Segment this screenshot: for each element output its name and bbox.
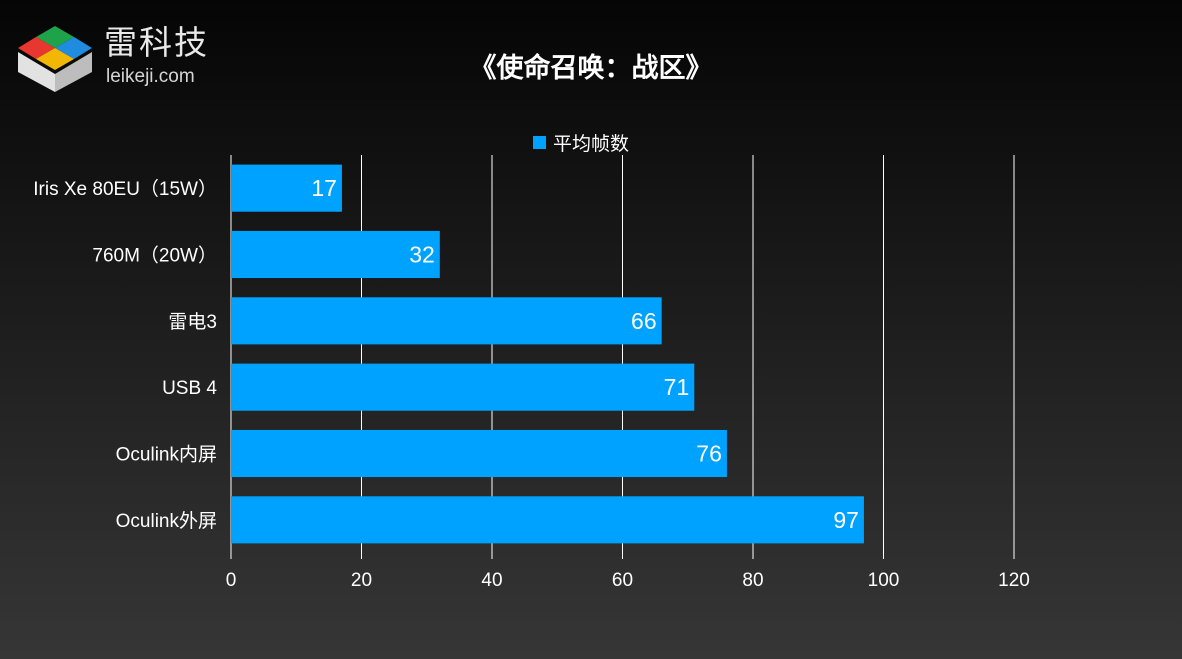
data-label: 17 (311, 175, 337, 201)
brand-domain: leikeji.com (106, 66, 195, 87)
legend-swatch (533, 135, 546, 149)
category-label: 760M（20W） (92, 245, 217, 267)
bar (231, 230, 440, 279)
bar (231, 429, 727, 478)
data-label: 97 (833, 507, 859, 533)
bar (231, 363, 695, 411)
category-label: Iris Xe 80EU（15W） (33, 178, 217, 200)
x-tick-label: 0 (226, 570, 237, 591)
chart-title: 《使命召唤：战区》 (469, 53, 713, 84)
data-label: 76 (696, 441, 722, 467)
bar (231, 496, 864, 544)
x-tick-label: 80 (742, 570, 763, 591)
x-tick-label: 120 (998, 570, 1030, 591)
brand-cube-icon (18, 26, 92, 92)
x-tick-label: 20 (351, 570, 372, 591)
bar (231, 297, 662, 345)
brand-name: 雷科技 (104, 23, 209, 62)
legend-label: 平均帧数 (553, 132, 630, 155)
category-label: Oculink外屏 (116, 510, 217, 532)
brand-logo: 雷科技 leikeji.com (18, 22, 268, 92)
data-label: 66 (631, 308, 657, 334)
data-label: 71 (664, 374, 690, 400)
data-label: 32 (409, 242, 435, 268)
chart-legend: 平均帧数 (533, 130, 630, 155)
category-label: USB 4 (162, 378, 217, 399)
category-label: Oculink内屏 (116, 444, 217, 466)
x-tick-label: 60 (612, 570, 633, 591)
x-tick-label: 40 (481, 570, 502, 591)
category-label: 雷电3 (168, 311, 217, 333)
x-tick-label: 100 (868, 570, 900, 591)
bar (231, 164, 342, 212)
